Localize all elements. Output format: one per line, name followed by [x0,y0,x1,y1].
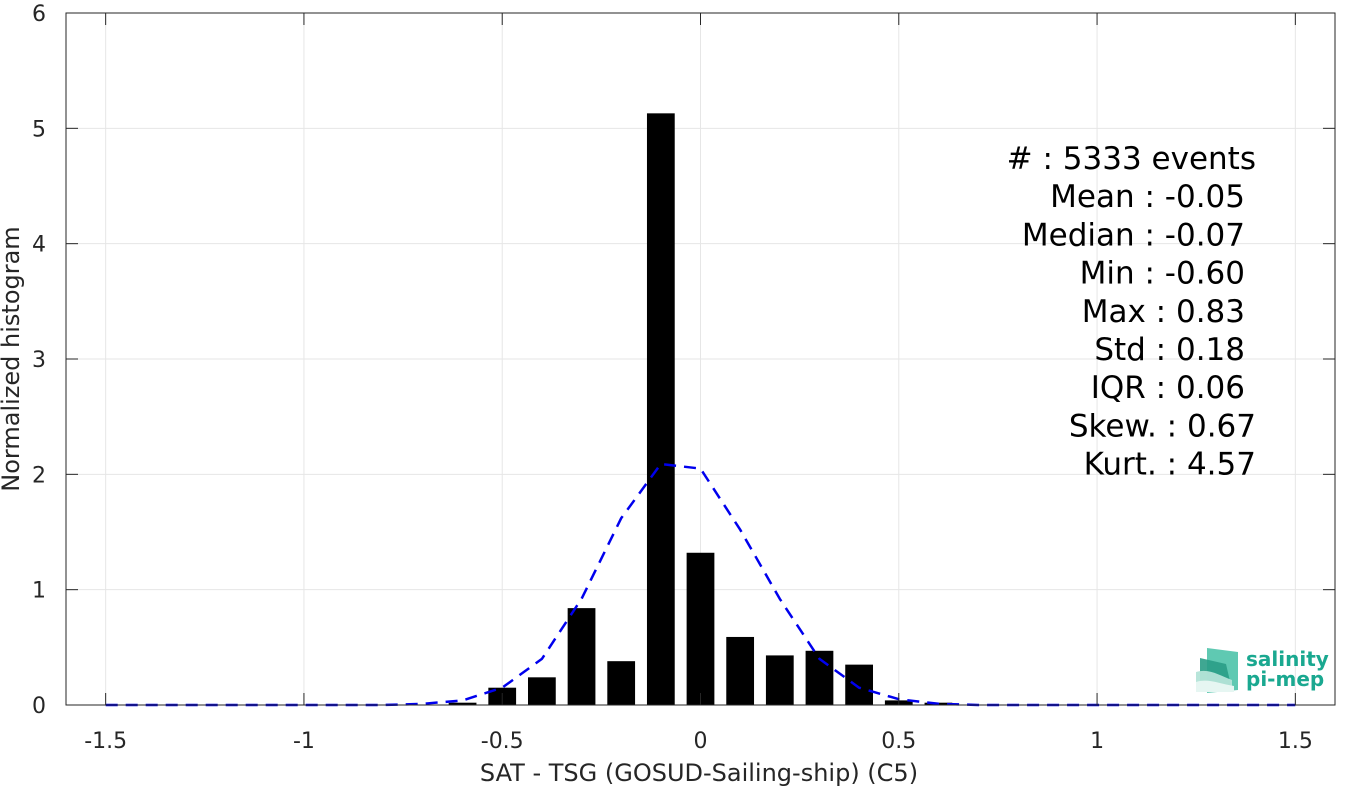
histogram-bar [726,636,755,705]
bars [448,113,953,706]
x-tick-label: -0.5 [481,729,524,754]
y-tick-labels: 0 1 2 3 4 5 6 [32,2,46,719]
y-tick-label: 5 [32,117,46,142]
logo-text-salinity: salinity [1246,647,1329,671]
x-axis-label: SAT - TSG (GOSUD-Sailing-ship) (C5) [480,759,918,787]
stat-line: IQR : 0.06 [1091,370,1245,406]
histogram-bar [765,655,794,705]
y-tick-label: 3 [32,348,46,373]
stat-line: # : 5333 events [1007,141,1256,177]
y-axis-label: Normalized histogram [0,226,25,491]
salinity-pimep-logo: salinity pi-mep [1196,647,1329,693]
x-tick-label: 1 [1090,729,1104,754]
stat-line: Std : 0.18 [1094,332,1245,368]
x-tick-label: -1 [293,729,315,754]
x-tick-label: 0.5 [881,729,916,754]
x-tick-label: 1.5 [1278,729,1313,754]
y-tick-label: 0 [32,694,46,719]
stat-line: Max : 0.83 [1082,294,1245,330]
x-tick-label: -1.5 [84,729,127,754]
stat-line: Kurt. : 4.57 [1084,447,1256,483]
histogram-bar [448,702,477,705]
wave-logo-icon [1196,648,1238,693]
histogram-bar [527,677,556,705]
logo-text-pimep: pi-mep [1246,667,1324,691]
x-tick-label: 0 [694,729,708,754]
y-tick-label: 4 [32,233,46,258]
histogram-bar [845,664,874,705]
histogram-bar [607,661,636,705]
stat-line: Median : -0.07 [1022,217,1245,253]
tick-marks [66,12,1335,706]
stat-line: Mean : -0.05 [1050,179,1245,215]
histogram-bar [686,552,715,705]
stat-line: Skew. : 0.67 [1069,408,1256,444]
x-tick-labels: -1.5 -1 -0.5 0 0.5 1 1.5 [84,729,1313,754]
y-tick-label: 2 [32,463,46,488]
y-tick-label: 1 [32,579,46,604]
histogram-bar [567,608,596,705]
stat-line: Min : -0.60 [1080,256,1245,292]
y-tick-label: 6 [32,2,46,27]
histogram-bar [646,113,675,706]
